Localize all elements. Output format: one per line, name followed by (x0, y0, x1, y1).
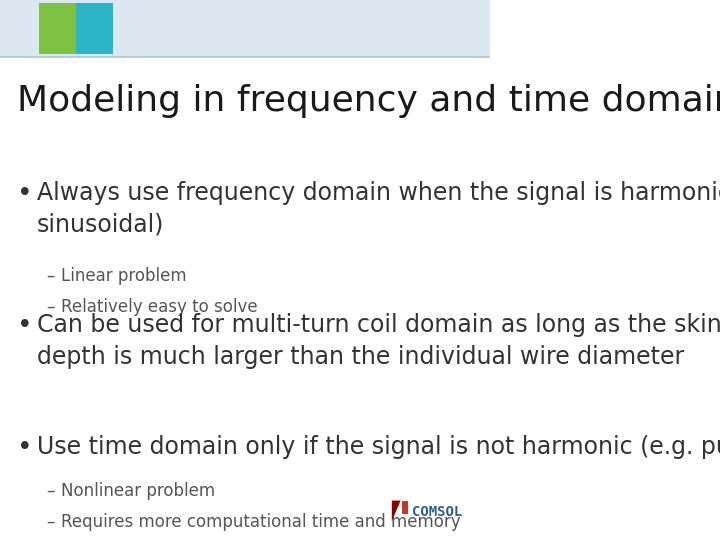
Text: –: – (47, 482, 55, 500)
Text: Modeling in frequency and time domain: Modeling in frequency and time domain (17, 84, 720, 118)
Text: Use time domain only if the signal is not harmonic (e.g. pulse): Use time domain only if the signal is no… (37, 435, 720, 458)
Text: COMSOL: COMSOL (412, 505, 462, 519)
Text: Always use frequency domain when the signal is harmonic (i.e.
sinusoidal): Always use frequency domain when the sig… (37, 181, 720, 237)
FancyBboxPatch shape (0, 0, 490, 57)
Text: Linear problem: Linear problem (61, 267, 187, 285)
Text: Relatively easy to solve: Relatively easy to solve (61, 298, 258, 316)
Polygon shape (392, 501, 400, 521)
FancyBboxPatch shape (402, 501, 408, 514)
FancyBboxPatch shape (76, 3, 112, 54)
Text: –: – (47, 298, 55, 316)
Text: •: • (17, 181, 33, 207)
Text: –: – (47, 513, 55, 531)
Text: –: – (47, 267, 55, 285)
Text: •: • (17, 313, 33, 339)
Text: Nonlinear problem: Nonlinear problem (61, 482, 215, 500)
FancyBboxPatch shape (39, 3, 76, 54)
Text: Requires more computational time and memory: Requires more computational time and mem… (61, 513, 461, 531)
Text: Can be used for multi-turn coil domain as long as the skin
depth is much larger : Can be used for multi-turn coil domain a… (37, 313, 720, 369)
Text: •: • (17, 435, 33, 461)
